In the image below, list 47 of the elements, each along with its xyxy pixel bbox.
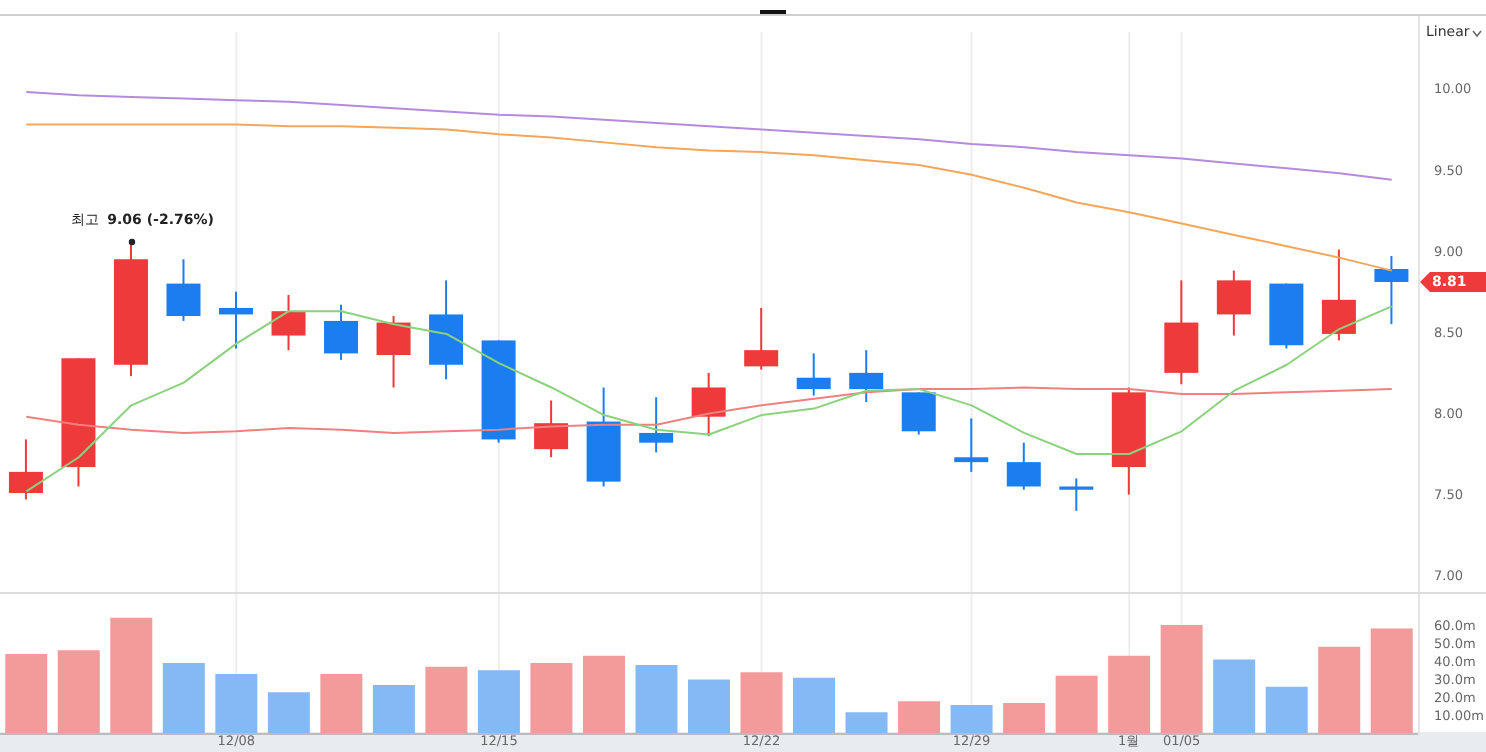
bar: [740, 672, 783, 734]
bar: [425, 666, 468, 734]
bar: [1160, 624, 1203, 734]
bar: [582, 655, 625, 734]
bar: [1003, 703, 1046, 734]
candlestick: [1216, 269, 1251, 337]
bar: [530, 663, 573, 734]
candlestick: [639, 396, 674, 454]
candlestick: [901, 391, 936, 436]
bar: [372, 684, 415, 734]
bar: [1318, 646, 1361, 734]
candlestick: [219, 290, 253, 350]
bar: [845, 712, 888, 734]
bar: [950, 704, 993, 734]
bar: [1055, 675, 1098, 734]
bar: [793, 677, 836, 734]
bar: [1265, 686, 1308, 734]
candlestick: [271, 293, 306, 352]
candlestick: [8, 438, 43, 501]
candlestick: [1059, 477, 1094, 512]
candlestick: [166, 258, 201, 322]
bar: [1370, 628, 1413, 734]
bar: [687, 679, 730, 734]
bar: [1213, 659, 1256, 734]
bar: [215, 674, 258, 734]
bar: [110, 617, 153, 734]
candlestick: [744, 306, 779, 371]
candlestick: [954, 417, 989, 473]
candlestick: [1006, 441, 1041, 491]
bar: [477, 670, 520, 734]
bar: [267, 692, 310, 734]
bar: [635, 664, 678, 734]
bar: [898, 701, 941, 734]
candlestick: [796, 352, 831, 397]
bar: [162, 663, 205, 734]
candlestick: [1374, 255, 1409, 326]
line-series: [25, 91, 1393, 181]
candlestick: [849, 349, 884, 404]
candlestick: [691, 371, 726, 438]
candlestick: [324, 303, 359, 361]
bar: [320, 674, 363, 734]
candlestick: [376, 315, 411, 389]
candlestick: [1321, 248, 1356, 342]
bar: [5, 654, 48, 734]
candlestick: [534, 399, 569, 459]
bar: [57, 650, 100, 734]
bar: [1108, 655, 1151, 734]
